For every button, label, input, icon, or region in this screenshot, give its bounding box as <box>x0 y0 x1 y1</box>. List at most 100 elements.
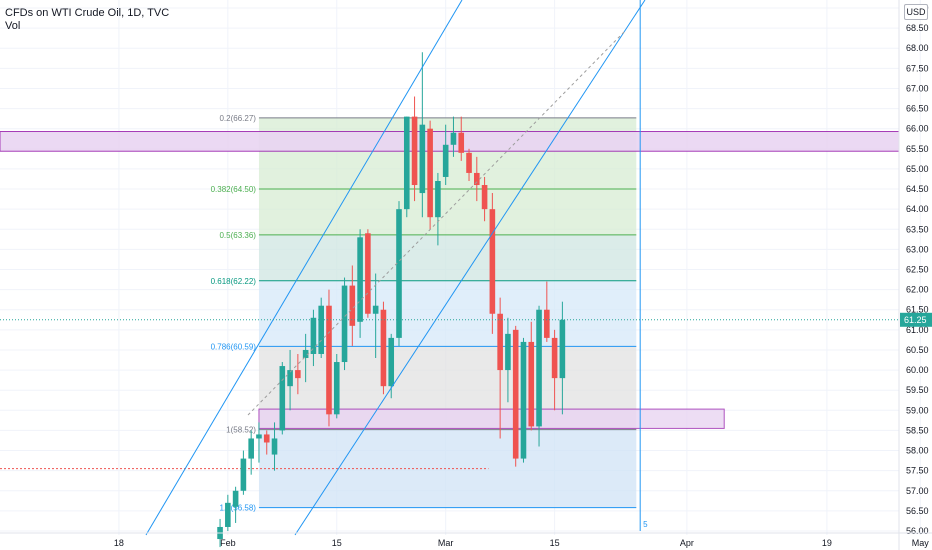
candle-body <box>442 144 449 177</box>
candle-body <box>302 349 309 359</box>
symbol-title[interactable]: CFDs on WTI Crude Oil, 1D, TVC <box>5 7 170 19</box>
candle-body <box>403 116 410 210</box>
candle-body <box>512 329 519 459</box>
price-scale[interactable]: 56.00 56.50 57.00 57.50 58.00 58.50 59.00 59.50… <box>898 0 932 550</box>
fib-level-label: 0.5(63.36) <box>219 231 256 240</box>
candle-body <box>396 209 402 338</box>
channel-line-upper[interactable] <box>145 0 463 536</box>
time-tick-label: 15 <box>550 538 560 548</box>
candle-body <box>411 116 418 186</box>
price-tick-label: 59.50 <box>906 385 929 395</box>
price-tick-label: 56.50 <box>906 506 929 516</box>
price-tick-label: 63.00 <box>906 244 929 254</box>
currency-button[interactable]: USD <box>904 4 928 20</box>
candle-body <box>357 237 363 322</box>
fib-zone[interactable] <box>258 234 637 281</box>
fib-zone[interactable] <box>258 429 637 508</box>
current-price-label: 61.25 <box>904 315 927 325</box>
candle-body <box>310 317 317 354</box>
candle-body <box>326 305 332 415</box>
candle-body <box>256 434 262 439</box>
fib-level-label: 0.618(62.22) <box>211 277 257 286</box>
chart-legend[interactable]: CFDs on WTI Crude Oil, 1D, TVC Vol <box>5 7 169 33</box>
candle-body <box>536 309 542 427</box>
price-tick-label: 65.00 <box>906 164 929 174</box>
overlay-lines[interactable]: 53 <box>0 0 932 536</box>
candle-body <box>279 366 286 431</box>
candle-body <box>427 128 433 218</box>
candle-body <box>248 438 254 459</box>
price-tick-label: 68.00 <box>906 43 929 53</box>
fib-level-label: 0.786(60.59) <box>211 342 257 351</box>
volume-indicator-label[interactable]: Vol <box>5 20 21 32</box>
resistance-zone[interactable] <box>0 131 900 152</box>
candle-body <box>551 337 558 379</box>
price-tick-label: 66.00 <box>906 124 929 134</box>
vertical-line-label: 5 <box>643 520 648 529</box>
candle-body <box>232 490 239 507</box>
candlestick-series <box>217 52 566 548</box>
fib-level-label: 0.382(64.50) <box>211 185 257 194</box>
candle-body <box>474 172 480 186</box>
price-tick-label: 61.00 <box>906 325 929 335</box>
price-tick-label: 60.50 <box>906 345 929 355</box>
candle-body <box>349 285 356 326</box>
time-tick-label: Apr <box>680 538 694 548</box>
price-tick-label: 66.50 <box>906 104 929 114</box>
candle-body <box>225 502 231 527</box>
price-tick-label: 58.50 <box>906 425 929 435</box>
price-tick-label: 56.00 <box>906 526 929 536</box>
candle-body <box>481 185 488 210</box>
time-tick-label: Mar <box>438 538 454 548</box>
candle-body <box>435 180 441 218</box>
candle-body <box>333 362 340 415</box>
price-tick-label: 64.50 <box>906 184 929 194</box>
time-scale[interactable]: 202118Feb15Mar15Apr19May17Jun14 <box>0 532 932 548</box>
price-tick-label: 64.00 <box>906 204 929 214</box>
time-tick-label: Feb <box>220 538 236 548</box>
candle-body <box>372 305 379 314</box>
price-tick-label: 63.50 <box>906 224 929 234</box>
fib-level-label: 0.2(66.27) <box>219 114 256 123</box>
candle-body <box>528 341 535 427</box>
price-tick-label: 59.00 <box>906 405 929 415</box>
candle-body <box>263 434 270 443</box>
price-tick-label: 57.50 <box>906 466 929 476</box>
current-price-tag <box>900 312 932 327</box>
candle-body <box>489 209 496 314</box>
candle-body <box>419 124 426 194</box>
time-tick-label: May <box>912 538 930 548</box>
drawing-objects[interactable]: 0.2(66.27) 0.382(64.50) 0.5(63.36) 0.618(62… <box>0 114 900 513</box>
price-tick-label: 58.00 <box>906 446 929 456</box>
time-tick-label: 15 <box>332 538 342 548</box>
price-tick-label: 62.00 <box>906 285 929 295</box>
candle-body <box>458 132 465 153</box>
channel-line-lower[interactable] <box>294 0 646 536</box>
price-tick-label: 68.50 <box>906 23 929 33</box>
candle-body <box>341 285 348 363</box>
time-tick-label: 18 <box>114 538 124 548</box>
price-tick-label: 61.50 <box>906 305 929 315</box>
candle-body <box>365 233 371 314</box>
candle-body <box>497 313 503 371</box>
candle-body <box>450 132 457 145</box>
candle-body <box>520 341 527 459</box>
candle-body <box>466 152 472 173</box>
fib-level-label: 1(58.52) <box>226 426 256 435</box>
candle-body <box>388 337 395 387</box>
candle-body <box>295 370 301 379</box>
price-tick-label: 57.00 <box>906 486 929 496</box>
support-zone[interactable] <box>258 408 725 429</box>
candle-body <box>240 458 247 491</box>
candle-body <box>287 370 293 387</box>
fib-level-label: 1.2(56.58) <box>219 504 256 513</box>
candle-body <box>318 305 324 354</box>
price-tick-label: 60.00 <box>906 365 929 375</box>
price-tick-label: 65.50 <box>906 144 929 154</box>
candle-body <box>544 309 550 338</box>
price-tick-label: 67.50 <box>906 63 929 73</box>
price-tick-label: 67.00 <box>906 83 929 93</box>
candle-body <box>271 438 278 455</box>
candle-body <box>559 319 566 379</box>
